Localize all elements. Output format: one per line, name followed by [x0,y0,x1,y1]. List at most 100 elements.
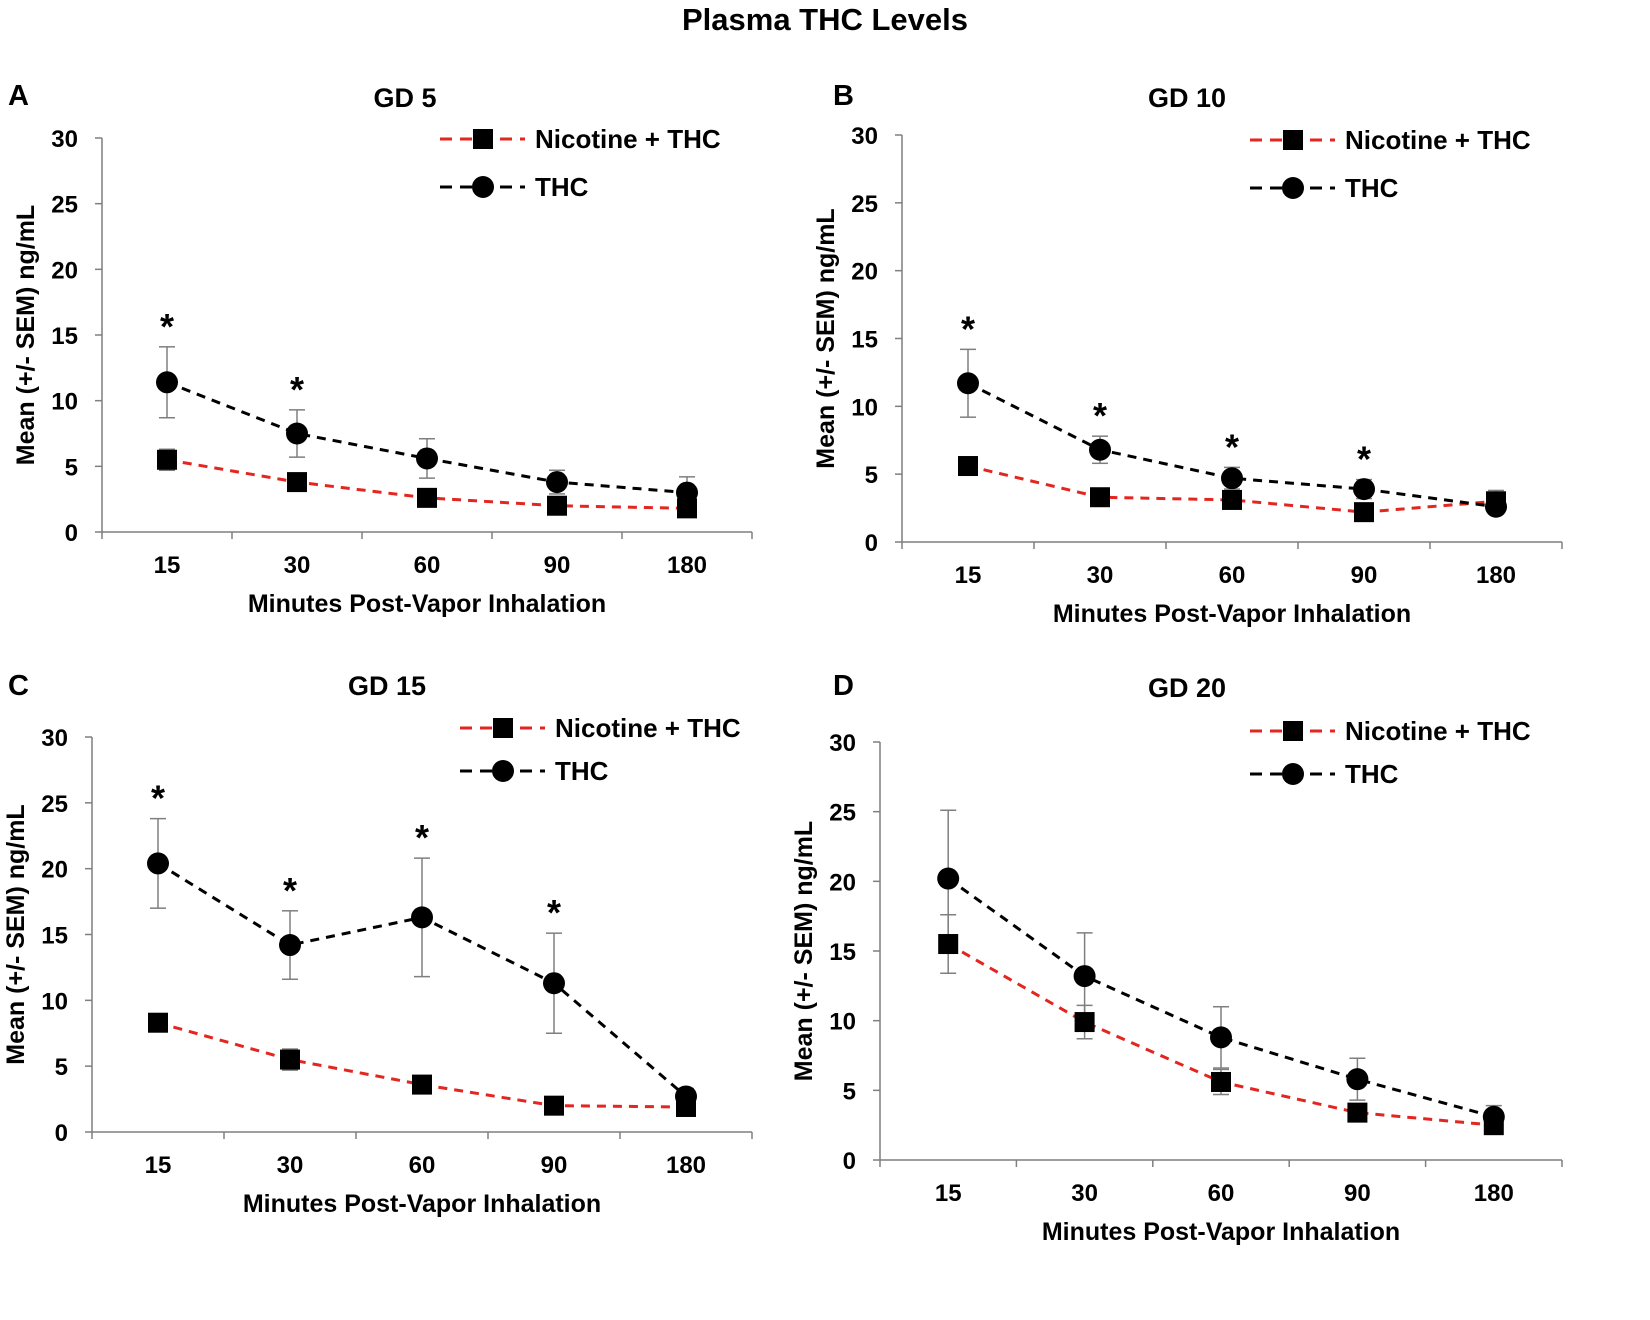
panel-a: A GD 5 0 5 10 15 20 25 30 15 30 60 90 180 Minutes Post… [0,60,825,680]
x-tick-label: 30 [1087,562,1114,589]
data-point-thc [1221,467,1243,490]
x-axis-label: Minutes Post-Vapor Inhalation [248,590,606,618]
y-tick-label: 5 [843,1078,856,1105]
significance-marker: * [1093,395,1107,436]
data-point-thc [937,867,960,890]
data-point-thc [1485,495,1507,518]
data-point-nicotine-thc [1211,1071,1231,1092]
significance-marker: * [961,308,975,349]
y-tick-label: 15 [41,923,68,950]
data-point-thc [1353,478,1375,501]
data-point-nicotine-thc [1222,489,1242,510]
legend-marker-circle [472,176,494,198]
legend-label: THC [555,756,609,786]
y-tick-label: 15 [51,323,78,350]
data-point-nicotine-thc [547,495,567,516]
x-axis-label: Minutes Post-Vapor Inhalation [1053,600,1411,628]
legend-label: Nicotine + THC [1345,716,1531,746]
legend-marker-square [1283,130,1303,150]
chart-svg: C GD 15 0 5 10 15 20 25 30 15 30 60 90 180 Minutes Pos… [2,670,753,1218]
legend-marker-circle [1282,177,1304,199]
y-tick-label: 20 [829,869,856,896]
legend-label: THC [1345,759,1399,789]
data-point-nicotine-thc [677,498,697,519]
y-tick-label: 15 [829,939,856,966]
legend-label: Nicotine + THC [1345,125,1531,155]
x-tick-label: 90 [1344,1180,1371,1207]
data-point-nicotine-thc [958,456,978,477]
data-point-thc [543,972,565,995]
data-point-nicotine-thc [280,1049,300,1070]
panel-title: GD 20 [1148,673,1226,703]
data-point-thc [411,906,433,929]
data-point-nicotine-thc [1347,1102,1368,1123]
significance-marker: * [1357,439,1371,480]
x-axis-label: Minutes Post-Vapor Inhalation [243,1190,601,1218]
x-tick-label: 30 [1071,1180,1098,1207]
data-point-thc [1482,1105,1505,1128]
y-axis-label: Mean (+/- SEM) ng/mL [790,821,818,1081]
y-tick-label: 10 [851,394,878,421]
y-axis-label: Mean (+/- SEM) ng/mL [812,208,840,468]
data-point-nicotine-thc [412,1074,432,1095]
y-tick-label: 25 [851,191,878,218]
x-tick-label: 60 [1219,562,1246,589]
data-point-nicotine-thc [157,449,177,470]
data-point-thc [957,372,979,395]
legend-marker-circle [1282,763,1304,785]
y-tick-label: 25 [829,800,856,827]
y-tick-label: 0 [55,1120,68,1147]
y-tick-label: 30 [829,730,856,757]
panel-letter: B [833,80,854,112]
x-tick-label: 15 [145,1152,172,1179]
significance-marker: * [547,892,561,933]
panel-letter: C [8,670,29,702]
data-point-nicotine-thc [287,472,307,493]
y-tick-label: 0 [65,520,78,547]
x-tick-label: 180 [1474,1180,1514,1207]
data-point-thc [1073,965,1096,988]
x-tick-label: 180 [666,1152,706,1179]
y-tick-label: 10 [41,988,68,1015]
chart-svg: D GD 20 0 5 10 15 20 25 30 15 30 60 90 180 Minutes Pos… [790,670,1563,1246]
data-point-nicotine-thc [1090,487,1110,508]
x-tick-label: 180 [1476,562,1516,589]
data-point-nicotine-thc [544,1095,564,1116]
chart-svg: B GD 10 0 5 10 15 20 25 30 15 30 60 90 180 Minutes Pos… [812,80,1563,628]
data-point-thc [1089,438,1111,461]
y-tick-label: 20 [51,257,78,284]
x-tick-label: 180 [667,552,707,579]
data-point-thc [676,481,698,504]
series-line-nicotine-thc [157,1021,687,1109]
series-line-thc [967,381,1497,509]
y-axis-label: Mean (+/- SEM) ng/mL [2,804,30,1064]
data-point-thc [147,852,169,875]
panel-title: GD 5 [373,83,436,113]
data-point-thc [279,934,301,957]
panel-letter: D [833,670,854,702]
panel-title: GD 15 [348,671,426,701]
legend-label: THC [535,172,589,202]
x-tick-label: 90 [544,552,571,579]
data-point-thc [286,422,308,445]
panel-b: B GD 10 0 5 10 15 20 25 30 15 30 60 90 180 Minutes Pos… [812,60,1650,680]
data-point-thc [1210,1026,1232,1049]
legend-marker-square [493,718,513,738]
y-tick-label: 30 [851,123,878,150]
figure-title: Plasma THC Levels [681,2,969,37]
x-tick-label: 15 [935,1180,962,1207]
legend-label: THC [1345,173,1399,203]
legend-label: Nicotine + THC [555,713,741,743]
x-tick-label: 60 [409,1152,436,1179]
x-tick-label: 90 [541,1152,568,1179]
y-tick-label: 20 [41,857,68,884]
legend-label: Nicotine + THC [535,124,721,154]
data-point-nicotine-thc [417,487,437,508]
y-tick-label: 5 [65,454,78,481]
data-point-thc [1346,1068,1369,1091]
x-tick-label: 15 [154,552,181,579]
legend-marker-circle [492,760,514,782]
data-point-nicotine-thc [148,1012,168,1033]
panel-title: GD 10 [1148,83,1226,113]
legend-marker-square [1283,721,1303,741]
